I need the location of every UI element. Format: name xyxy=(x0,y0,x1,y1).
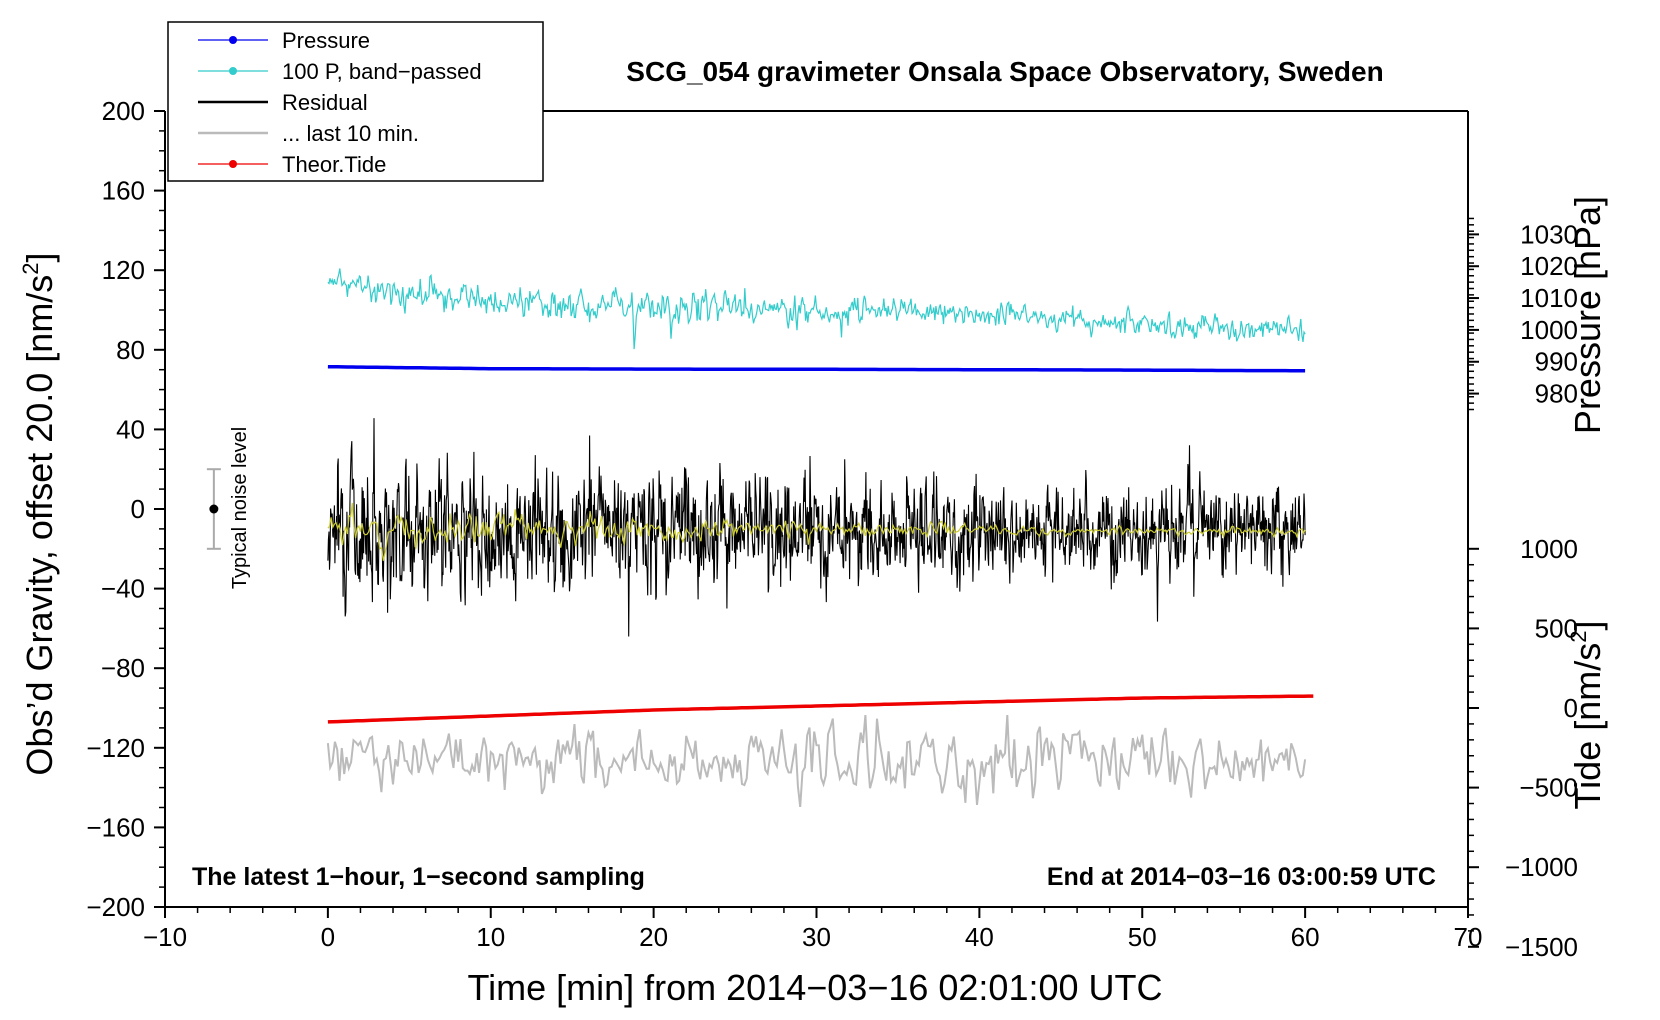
legend-marker xyxy=(229,36,237,44)
tide-tick-label: 500 xyxy=(1535,613,1578,643)
y-axis-title-sup: 2 xyxy=(18,262,43,274)
x-axis-title: Time [min] from 2014−03−16 02:01:00 UTC xyxy=(467,967,1162,1008)
y-tick-label: −120 xyxy=(86,733,145,763)
tide-axis-title-main: Tide [nm/s xyxy=(1567,643,1608,810)
tick-layer: −10 0 10 20 30 40 50 60 70−200−160−120−80−400408… xyxy=(86,96,1578,962)
chart-title: SCG_054 gravimeter Onsala Space Observat… xyxy=(626,56,1383,87)
y-tick-label: 200 xyxy=(102,96,145,126)
y-tick-label: −200 xyxy=(86,892,145,922)
y-axis-title-end: ] xyxy=(19,252,60,262)
x-tick-label: 10 xyxy=(476,922,505,952)
pressure-tick-label: 1030 xyxy=(1520,219,1578,249)
pressure-tick-label: 1020 xyxy=(1520,251,1578,281)
y-axis-title: Obs’d Gravity, offset 20.0 [nm/s2] xyxy=(18,252,60,775)
x-tick-label: −10 xyxy=(143,922,187,952)
series-residual xyxy=(327,418,1306,637)
y-tick-label: 40 xyxy=(116,414,145,444)
tide-axis-title-end: ] xyxy=(1567,621,1608,631)
tide-axis-title-sup: 2 xyxy=(1566,631,1591,643)
series-last-10-min xyxy=(326,714,1307,808)
tide-tick-label: −1500 xyxy=(1505,932,1578,962)
noise-center-dot xyxy=(209,504,219,514)
legend-label: Pressure xyxy=(282,28,370,53)
legend-label: Residual xyxy=(282,90,368,115)
y-tick-label: 160 xyxy=(102,176,145,206)
noise-indicator-label: Typical noise level xyxy=(229,427,251,589)
pressure-tick-label: 980 xyxy=(1535,379,1578,409)
tide-tick-label: 0 xyxy=(1564,693,1578,723)
pressure-tick-label: 1010 xyxy=(1520,283,1578,313)
x-tick-label: 40 xyxy=(965,922,994,952)
y-tick-label: −160 xyxy=(86,812,145,842)
tide-axis-title: Tide [nm/s2] xyxy=(1566,621,1608,810)
noise-indicator: Typical noise level xyxy=(206,427,251,589)
series-100-p-band-passed xyxy=(327,268,1306,350)
x-tick-label: 0 xyxy=(321,922,335,952)
tide-tick-label: 1000 xyxy=(1520,534,1578,564)
series-layer xyxy=(326,268,1314,808)
legend-marker xyxy=(229,67,237,75)
note-right: End at 2014−03−16 03:00:59 UTC xyxy=(1047,863,1436,891)
series-residual-smoothed xyxy=(327,502,1306,561)
legend-label: ... last 10 min. xyxy=(282,121,419,146)
y-tick-label: −40 xyxy=(101,574,145,604)
tide-tick-label: −1000 xyxy=(1505,852,1578,882)
series-pressure xyxy=(327,364,1306,373)
tide-tick-label: −500 xyxy=(1519,773,1578,803)
pressure-axis-title: Pressure [hPa] xyxy=(1567,196,1608,434)
pressure-tick-label: 990 xyxy=(1535,347,1578,377)
x-tick-label: 50 xyxy=(1128,922,1157,952)
legend-label: Theor.Tide xyxy=(282,152,386,177)
x-tick-label: 60 xyxy=(1291,922,1320,952)
note-left: The latest 1−hour, 1−second sampling xyxy=(192,863,645,891)
y-tick-label: 120 xyxy=(102,255,145,285)
y-tick-label: 80 xyxy=(116,335,145,365)
y-tick-label: 0 xyxy=(131,494,145,524)
y-axis-title-main: Obs’d Gravity, offset 20.0 [nm/s xyxy=(19,275,60,776)
legend-label: 100 P, band−passed xyxy=(282,59,482,84)
series-theor-tide xyxy=(327,694,1314,724)
y-tick-label: −80 xyxy=(101,653,145,683)
legend: Pressure 100 P, band−passed Residual ... la… xyxy=(167,21,544,182)
x-tick-label: 20 xyxy=(639,922,668,952)
x-tick-label: 30 xyxy=(802,922,831,952)
pressure-tick-label: 1000 xyxy=(1520,315,1578,345)
legend-marker xyxy=(229,160,237,168)
